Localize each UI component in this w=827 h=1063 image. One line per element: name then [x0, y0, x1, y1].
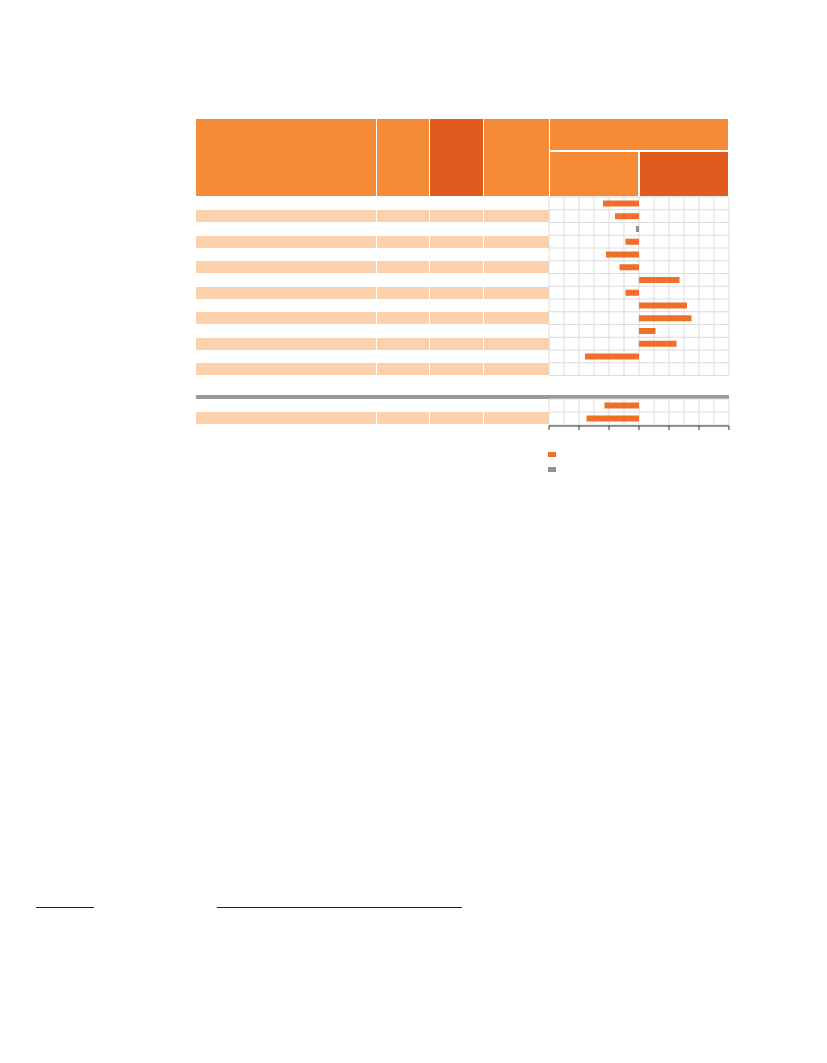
total-bar-T2	[586, 415, 639, 422]
column-separator	[429, 235, 430, 248]
table-row	[196, 210, 549, 223]
table-row	[196, 363, 549, 376]
column-separator	[483, 210, 484, 223]
column-separator	[376, 363, 377, 376]
bar-8	[625, 289, 639, 296]
bar-10	[639, 315, 692, 322]
table-row	[196, 286, 549, 299]
header-cell-chart-left	[550, 152, 638, 196]
column-separator	[483, 412, 484, 424]
column-separator	[429, 286, 430, 299]
column-separator	[376, 312, 377, 325]
legend-swatch-orange	[548, 452, 556, 457]
bar-4	[625, 238, 639, 245]
column-separator	[483, 312, 484, 325]
column-separator	[376, 286, 377, 299]
bar-3	[636, 226, 639, 232]
bar-5	[606, 251, 639, 258]
column-separator	[483, 363, 484, 376]
table-row	[196, 235, 549, 248]
total-bar-T1	[604, 402, 639, 409]
bar-7	[639, 277, 680, 283]
column-separator	[483, 235, 484, 248]
table-row	[196, 337, 549, 350]
column-separator	[376, 261, 377, 274]
bar-1	[603, 200, 639, 207]
column-separator	[429, 261, 430, 274]
footnote-rule-long	[217, 907, 462, 908]
header-cell-3	[430, 119, 483, 196]
column-separator	[429, 412, 430, 424]
footnote-rule-short	[36, 907, 94, 908]
column-separator	[483, 261, 484, 274]
bar-11	[639, 328, 656, 334]
table-row-total	[196, 412, 549, 424]
header-cell-2	[377, 119, 429, 196]
column-separator	[429, 312, 430, 325]
bar-13	[585, 353, 639, 360]
column-separator	[483, 337, 484, 350]
section-separator	[196, 395, 729, 399]
column-separator	[376, 210, 377, 223]
column-separator	[376, 235, 377, 248]
column-separator	[376, 337, 377, 350]
column-separator	[429, 337, 430, 350]
bar-6	[619, 264, 639, 271]
bar-2	[615, 213, 639, 220]
column-separator	[376, 412, 377, 424]
header-cell-chart-right	[640, 152, 728, 196]
table-row	[196, 261, 549, 274]
legend-swatch-gray	[548, 467, 556, 472]
column-separator	[429, 210, 430, 223]
bar-12	[639, 340, 677, 347]
column-separator	[429, 363, 430, 376]
table-row	[196, 312, 549, 325]
column-separator	[483, 286, 484, 299]
bar-9	[639, 302, 687, 309]
header-cell-chart-group	[550, 119, 728, 150]
header-cell-1	[196, 119, 376, 196]
header-cell-4	[484, 119, 549, 196]
